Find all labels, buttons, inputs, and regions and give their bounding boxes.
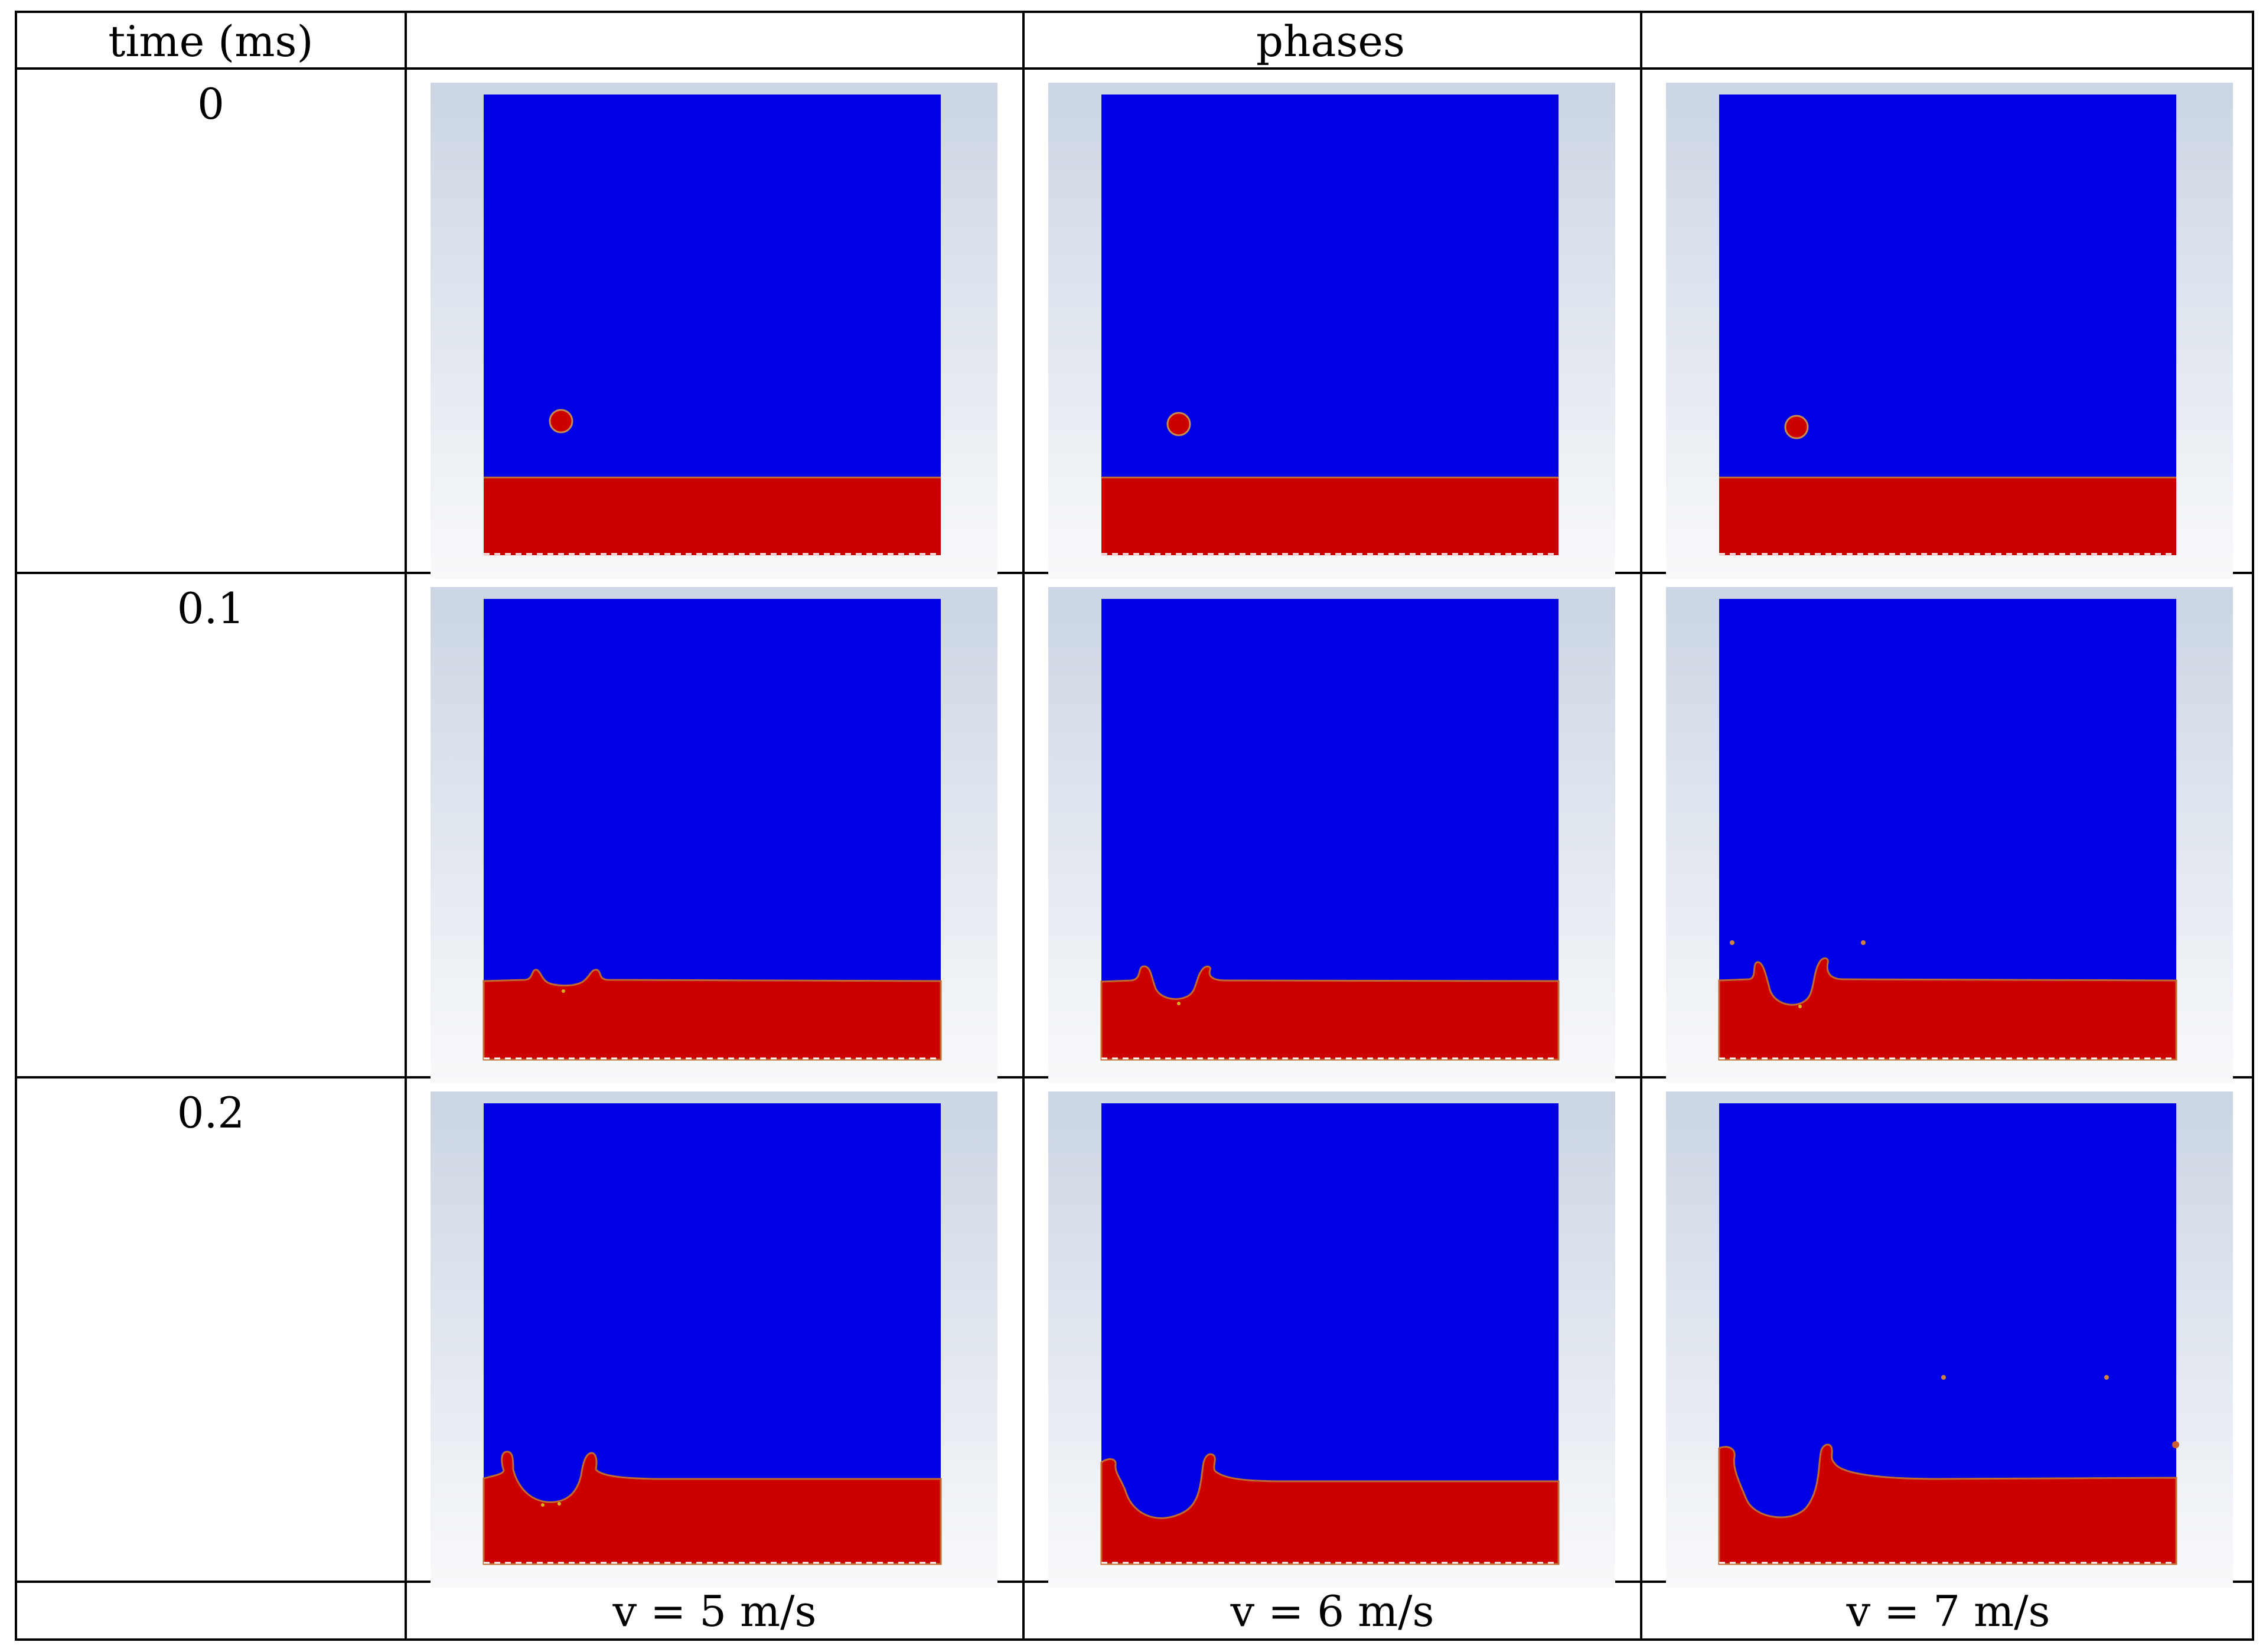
phases-column-header: phases bbox=[1256, 17, 1405, 66]
header-divider bbox=[17, 67, 2252, 70]
time-label-row-1: 0 bbox=[197, 79, 224, 129]
phase-panel-t02-v5 bbox=[431, 1091, 997, 1588]
column-divider-1 bbox=[1022, 13, 1025, 1638]
time-label-row-3: 0.2 bbox=[177, 1088, 245, 1138]
phase-contour-t01-v6 bbox=[1048, 587, 1615, 1083]
phase-contour-t0-v5 bbox=[431, 83, 997, 579]
phase-panel-t01-v5 bbox=[431, 587, 997, 1083]
time-column-header: time (ms) bbox=[108, 17, 314, 66]
phase-contour-t0-v7 bbox=[1666, 83, 2233, 579]
phase-panel-t01-v7 bbox=[1666, 587, 2233, 1083]
phase-contour-t02-v5 bbox=[431, 1091, 997, 1588]
phase-panel-t01-v6 bbox=[1048, 587, 1615, 1083]
phase-panel-t0-v5 bbox=[431, 83, 997, 579]
time-label-row-2: 0.1 bbox=[177, 584, 245, 633]
phase-contour-t0-v6 bbox=[1048, 83, 1615, 579]
phase-contour-t02-v7 bbox=[1666, 1091, 2233, 1588]
column-divider-time bbox=[405, 13, 407, 1638]
velocity-label-3: v = 7 m/s bbox=[1846, 1586, 2050, 1636]
results-table: time (ms) phases 0 0.1 0.2 v = 5 m/s v =… bbox=[15, 11, 2254, 1641]
phase-contour-t01-v7 bbox=[1666, 587, 2233, 1083]
phase-contour-t01-v5 bbox=[431, 587, 997, 1083]
phase-panel-t02-v7 bbox=[1666, 1091, 2233, 1588]
phase-panel-t02-v6 bbox=[1048, 1091, 1615, 1588]
phase-contour-t02-v6 bbox=[1048, 1091, 1615, 1588]
phase-panel-t0-v6 bbox=[1048, 83, 1615, 579]
velocity-label-1: v = 5 m/s bbox=[612, 1586, 817, 1636]
column-divider-2 bbox=[1640, 13, 1642, 1638]
phase-panel-t0-v7 bbox=[1666, 83, 2233, 579]
velocity-label-2: v = 6 m/s bbox=[1230, 1586, 1434, 1636]
